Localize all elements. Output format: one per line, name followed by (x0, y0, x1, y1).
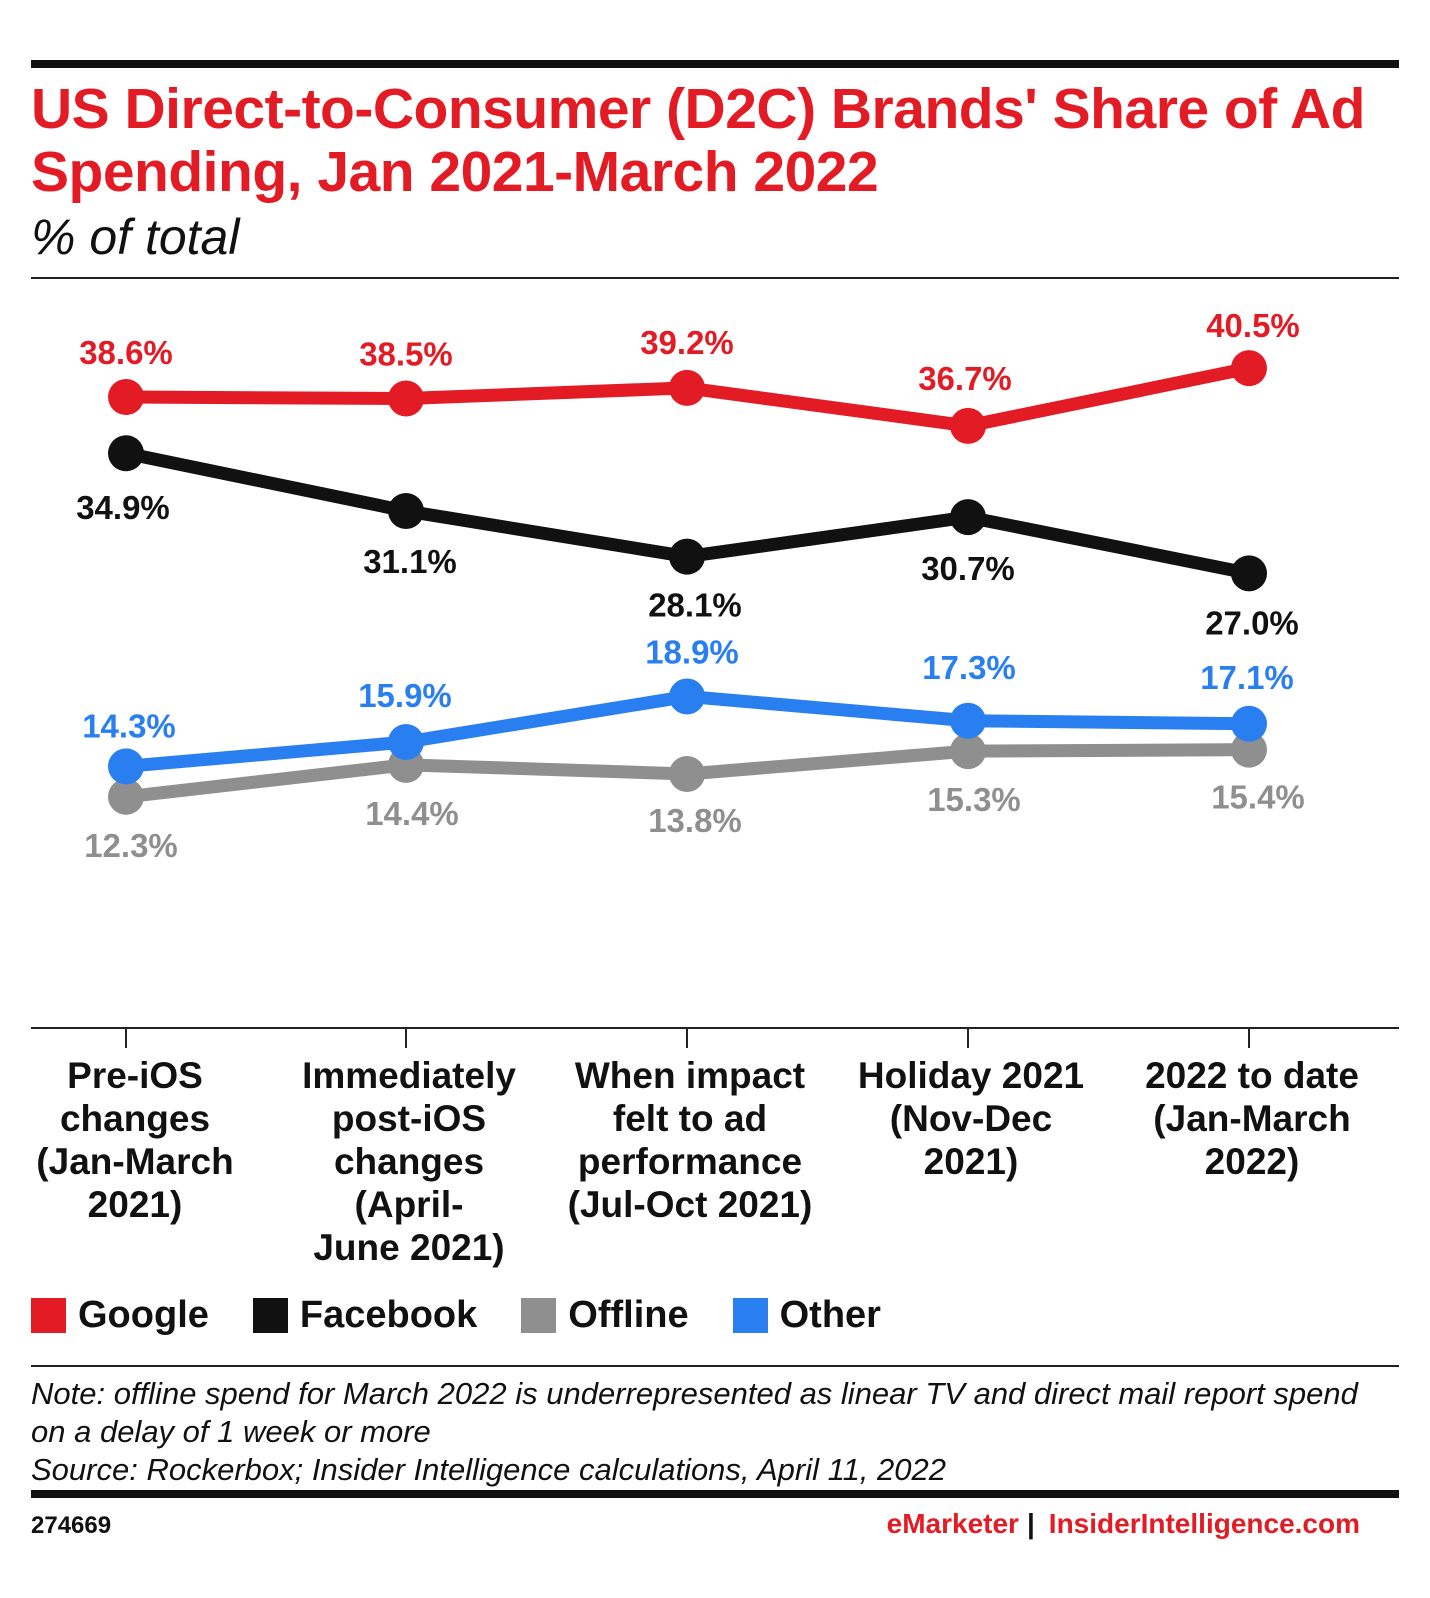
footer-divider (31, 1365, 1399, 1367)
chart-subtitle: % of total (31, 209, 240, 265)
data-label-google-4: 36.7% (918, 360, 1012, 397)
bottom-rule (31, 1490, 1399, 1498)
x-category-label-4: Holiday 2021 (Nov-Dec 2021) (841, 1054, 1101, 1183)
point-other-3 (669, 678, 705, 715)
data-label-other-4: 17.3% (922, 649, 1016, 686)
x-category-line: When impact (574, 1055, 806, 1096)
point-offline-3 (669, 755, 705, 792)
data-label-google-2: 38.5% (359, 336, 453, 373)
point-google-5 (1231, 350, 1267, 387)
x-category-line: 2022 to date (1145, 1055, 1359, 1096)
legend-label-google: Google (78, 1294, 209, 1336)
point-facebook-2 (388, 493, 424, 529)
x-category-line: Holiday 2021 (857, 1055, 1085, 1096)
x-category-line: 2021) (87, 1184, 183, 1225)
legend-swatch-google (31, 1298, 66, 1333)
brand-emarketer: eMarketer (886, 1508, 1019, 1539)
x-category-line: changes (59, 1098, 211, 1139)
data-label-facebook-5: 27.0% (1205, 604, 1299, 641)
brand-credit: eMarketer | InsiderIntelligence.com (887, 1508, 1360, 1540)
x-category-label-2: Immediately post-iOS changes (April- June 20… (279, 1054, 539, 1269)
brand-insider-intelligence-link[interactable]: InsiderIntelligence.com (1048, 1508, 1360, 1539)
x-category-line: changes (333, 1141, 485, 1182)
data-label-facebook-3: 28.1% (648, 587, 742, 624)
data-label-offline-1: 12.3% (84, 827, 178, 864)
legend-label-other: Other (779, 1294, 881, 1336)
x-category-line: 2022) (1204, 1141, 1300, 1182)
top-rule (31, 60, 1399, 68)
point-offline-4 (950, 733, 986, 770)
x-category-line: post-iOS (331, 1098, 487, 1139)
source-text: Source: Rockerbox; Insider Intelligence … (31, 1452, 946, 1487)
legend: Google Facebook Offline Other (31, 1294, 925, 1337)
data-label-other-3: 18.9% (645, 633, 739, 670)
note-text: Note: offline spend for March 2022 is un… (31, 1376, 1358, 1449)
legend-item-other: Other (732, 1294, 881, 1337)
point-other-1 (108, 748, 144, 785)
data-label-google-5: 40.5% (1206, 307, 1300, 344)
data-label-offline-4: 15.3% (927, 781, 1021, 818)
data-label-google-3: 39.2% (640, 324, 734, 361)
x-category-line: (Jan-March (36, 1141, 234, 1182)
x-category-line: (Jul-Oct 2021) (567, 1184, 813, 1225)
legend-item-offline: Offline (521, 1294, 689, 1337)
brand-separator: | (1026, 1508, 1035, 1539)
point-google-2 (388, 380, 424, 417)
point-google-1 (108, 379, 144, 415)
legend-swatch-other (732, 1298, 768, 1333)
x-category-line: 2021) (923, 1141, 1019, 1182)
point-facebook-3 (669, 538, 705, 575)
title-divider (31, 277, 1399, 279)
x-category-line: Pre-iOS (67, 1055, 203, 1096)
x-category-line: (Nov-Dec (889, 1098, 1053, 1139)
data-label-facebook-1: 34.9% (76, 489, 170, 526)
point-other-4 (950, 702, 986, 739)
legend-item-google: Google (31, 1294, 209, 1337)
data-label-facebook-4: 30.7% (921, 550, 1015, 587)
x-category-label-5: 2022 to date (Jan-March 2022) (1122, 1054, 1382, 1183)
data-label-other-5: 17.1% (1200, 659, 1294, 696)
x-category-line: June 2021) (313, 1227, 505, 1268)
legend-item-facebook: Facebook (252, 1294, 478, 1337)
point-offline-5 (1231, 731, 1267, 768)
x-category-label-1: Pre-iOS changes (Jan-March 2021) (5, 1054, 265, 1226)
x-category-line: Immediately (302, 1055, 516, 1096)
x-category-line: (Jan-March (1153, 1098, 1351, 1139)
legend-swatch-offline (521, 1298, 557, 1333)
data-label-facebook-2: 31.1% (363, 543, 457, 580)
x-category-line: felt to ad (612, 1098, 768, 1139)
data-label-google-1: 38.6% (79, 334, 173, 371)
legend-swatch-facebook (252, 1298, 288, 1333)
point-other-5 (1231, 705, 1267, 742)
point-facebook-5 (1231, 555, 1267, 592)
chart-id: 274669 (31, 1512, 112, 1539)
chart-title: US Direct-to-Consumer (D2C) Brands' Shar… (31, 77, 1365, 204)
legend-label-offline: Offline (568, 1294, 689, 1336)
data-label-offline-3: 13.8% (648, 802, 742, 839)
point-google-3 (669, 369, 705, 406)
data-label-other-2: 15.9% (358, 677, 452, 714)
x-category-label-3: When impact felt to ad performance (Jul-Oct… (560, 1054, 820, 1226)
point-facebook-1 (108, 435, 144, 472)
x-category-line: performance (577, 1141, 803, 1182)
x-category-line: (April- (354, 1184, 464, 1225)
data-label-offline-5: 15.4% (1211, 779, 1305, 816)
point-google-4 (950, 407, 986, 444)
data-label-offline-2: 14.4% (365, 795, 459, 832)
point-offline-1 (108, 778, 144, 815)
data-label-other-1: 14.3% (82, 707, 176, 744)
legend-label-facebook: Facebook (299, 1294, 478, 1336)
point-other-2 (388, 724, 424, 761)
point-facebook-4 (950, 499, 986, 536)
footer-notes: Note: offline spend for March 2022 is un… (31, 1375, 1399, 1489)
